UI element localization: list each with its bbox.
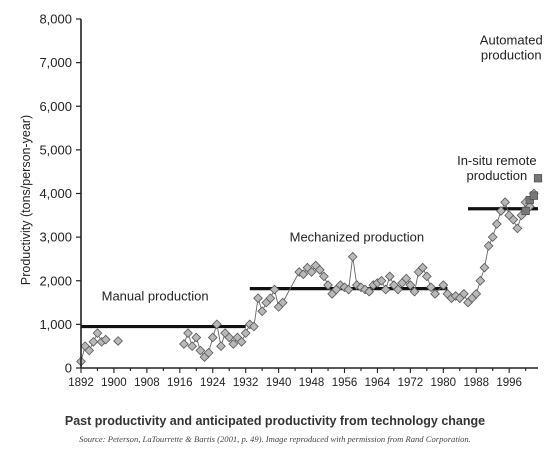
y-tick-label: 8,000: [39, 12, 72, 27]
data-point-diamond: [384, 271, 395, 282]
level-label: Manual production: [102, 288, 209, 303]
data-point-diamond: [426, 282, 436, 293]
y-tick-label: 4,000: [39, 186, 72, 201]
x-tick-label: 1908: [134, 377, 160, 389]
chart-source-note: Source: Peterson, LaTourrette & Bartis (…: [79, 434, 471, 444]
data-point-diamond: [224, 332, 235, 343]
data-point-diamond: [207, 332, 218, 343]
x-tick-label: 1900: [101, 377, 127, 389]
x-tick-label: 1996: [496, 377, 522, 389]
data-point-diamond: [306, 267, 317, 277]
data-point-diamond: [393, 284, 403, 295]
data-point-diamond: [409, 286, 420, 297]
x-tick-label: 1980: [431, 377, 457, 389]
x-tick-label: 1892: [68, 377, 94, 389]
data-point-diamond: [257, 306, 268, 317]
level-label-line: In-situ remote: [457, 153, 536, 168]
data-point-diamond: [92, 328, 103, 338]
data-point-square: [533, 174, 543, 183]
x-tick-label: 1916: [167, 377, 193, 389]
data-point-diamond: [491, 219, 502, 229]
data-point-diamond: [298, 269, 309, 280]
data-point-diamond: [512, 223, 523, 234]
data-point-diamond: [84, 345, 95, 356]
level-label-line: production: [466, 168, 527, 183]
data-point-diamond: [183, 328, 193, 338]
data-point-diamond: [376, 275, 387, 286]
data-point-diamond: [475, 275, 486, 286]
y-tick-label: 2,000: [39, 273, 72, 288]
x-tick-label: 1988: [463, 377, 489, 389]
data-point-square: [521, 206, 530, 216]
annotation-line: production: [481, 47, 542, 62]
y-tick-label: 1,000: [39, 317, 72, 332]
x-tick-label: 1972: [398, 377, 424, 389]
data-point-diamond: [471, 288, 482, 299]
data-point-diamond: [405, 280, 416, 290]
x-tick-label: 1940: [266, 377, 292, 389]
x-tick-label: 1964: [365, 377, 391, 389]
data-point-diamond: [277, 297, 288, 308]
data-point-diamond: [240, 328, 251, 338]
y-axis-label: Productivity (tons/person-year): [19, 115, 33, 285]
data-point-diamond: [500, 197, 510, 208]
data-point-diamond: [459, 288, 469, 299]
chart-caption: Past productivity and anticipated produc…: [64, 414, 486, 428]
data-point-diamond: [191, 332, 202, 343]
x-tick-label: 1932: [233, 377, 259, 389]
y-tick-label: 3,000: [39, 230, 72, 245]
x-tick-label: 1956: [332, 377, 358, 389]
productivity-series-line: [183, 193, 535, 358]
y-tick-label: 0: [65, 361, 72, 376]
data-point-diamond: [508, 214, 519, 225]
data-point-diamond: [319, 271, 329, 282]
data-point-diamond: [438, 280, 449, 290]
level-label: In-situ remote production: [457, 153, 536, 183]
automated-production-label: Automated production: [480, 32, 543, 62]
data-point-diamond: [236, 336, 247, 347]
data-point-diamond: [347, 251, 358, 262]
y-tick-label: 7,000: [39, 55, 72, 70]
data-point-diamond: [203, 347, 214, 358]
y-tick-label: 5,000: [39, 142, 72, 157]
data-point-diamond: [343, 284, 354, 295]
data-point-diamond: [380, 284, 391, 295]
data-point-diamond: [187, 341, 198, 352]
data-point-diamond: [253, 293, 263, 304]
data-point-diamond: [364, 286, 375, 297]
data-point-diamond: [421, 271, 432, 282]
data-point-square: [525, 195, 534, 205]
data-point-diamond: [417, 262, 428, 273]
data-point-diamond: [487, 232, 498, 242]
annotation-line: Automated: [480, 32, 543, 47]
data-point-diamond: [269, 284, 280, 295]
data-point-diamond: [211, 319, 222, 330]
x-tick-label: 1924: [200, 377, 226, 389]
data-point-diamond: [113, 336, 123, 346]
data-point-diamond: [100, 334, 111, 345]
level-label: Mechanized production: [290, 229, 424, 244]
data-point-diamond: [249, 321, 259, 332]
data-point-diamond: [496, 206, 506, 216]
data-point-diamond: [195, 345, 206, 356]
data-point-diamond: [401, 273, 412, 284]
data-point-diamond: [179, 339, 189, 349]
data-point-diamond: [88, 336, 99, 347]
data-point-diamond: [430, 288, 440, 299]
y-tick-label: 6,000: [39, 99, 72, 114]
data-point-diamond: [479, 262, 490, 273]
data-point-diamond: [323, 280, 333, 290]
x-tick-label: 1948: [299, 377, 325, 389]
data-point-diamond: [265, 293, 276, 304]
data-point-square: [529, 191, 538, 200]
data-point-diamond: [314, 264, 325, 275]
data-point-diamond: [228, 339, 239, 349]
productivity-chart: Productivity (tons/person-year) 0 1,000 2,…: [19, 12, 543, 390]
data-point-diamond: [483, 240, 494, 251]
data-point-diamond: [216, 341, 226, 352]
